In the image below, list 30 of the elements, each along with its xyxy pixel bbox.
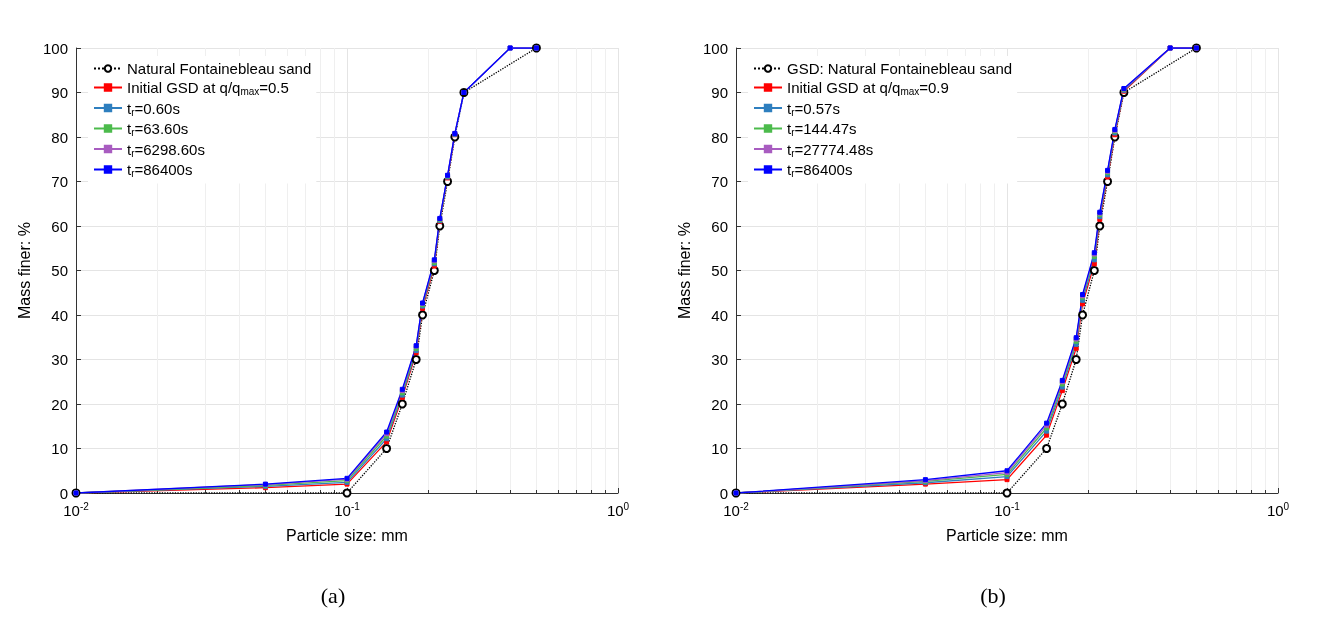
x-axis-title: Particle size: mm: [946, 526, 1068, 544]
y-tick-label: 90: [711, 84, 728, 101]
y-tick-label: 70: [51, 173, 68, 190]
y-tick-label: 20: [711, 395, 728, 413]
y-tick-label: 10: [711, 440, 728, 457]
y-tick-label: 0: [719, 484, 728, 502]
text: (a): [320, 582, 346, 608]
y-tick-label: 80: [711, 128, 728, 146]
y-axis-title: Mass finer: %: [15, 222, 33, 319]
y-tick-label: 30: [51, 351, 68, 368]
text: (b): [980, 582, 1006, 608]
y-tick-label: 70: [711, 173, 728, 190]
y-tick-label: 50: [711, 262, 728, 279]
y-tick-label: 50: [51, 262, 68, 279]
y-axis-title: Mass finer: %: [675, 222, 693, 319]
y-tick-label: 60: [711, 217, 728, 235]
x-axis-title: Particle size: mm: [286, 526, 408, 544]
y-tick-label: 80: [51, 128, 68, 146]
y-tick-label: 100: [702, 39, 728, 57]
y-tick-label: 10: [51, 440, 68, 457]
y-tick-label: 0: [59, 484, 68, 502]
legend-label: Natural Fontainebleau sand: [127, 60, 312, 77]
legend-label: GSD: Natural Fontainebleau sand: [787, 60, 1013, 77]
y-tick-label: 90: [51, 84, 68, 101]
y-tick-label: 40: [51, 306, 68, 324]
y-tick-label: 20: [51, 395, 68, 413]
y-tick-label: 60: [51, 217, 68, 235]
y-tick-label: 40: [711, 306, 728, 324]
y-tick-label: 30: [711, 351, 728, 368]
y-tick-label: 100: [42, 39, 68, 57]
